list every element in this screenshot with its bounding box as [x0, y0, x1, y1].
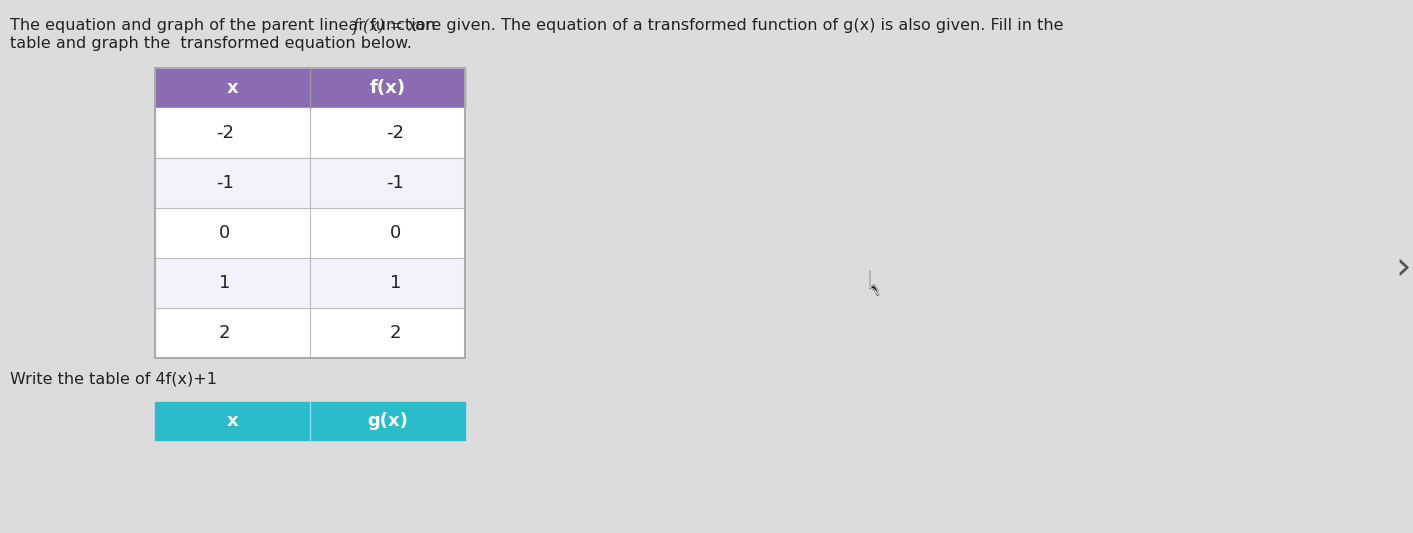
Text: -1: -1	[216, 174, 233, 192]
Text: 1: 1	[219, 274, 230, 292]
Bar	[155, 108, 465, 158]
Bar	[155, 208, 465, 258]
Text: g(x): g(x)	[367, 412, 408, 430]
Text: x: x	[226, 79, 239, 97]
Text: table and graph the  transformed equation below.: table and graph the transformed equation…	[10, 36, 411, 51]
Text: f(x): f(x)	[370, 79, 406, 97]
Bar	[155, 258, 465, 308]
Bar	[155, 308, 465, 358]
Bar	[155, 158, 465, 208]
Text: 2: 2	[219, 324, 230, 342]
Text: 1: 1	[390, 274, 401, 292]
Bar	[155, 402, 465, 440]
Text: -1: -1	[386, 174, 404, 192]
Text: x: x	[226, 412, 239, 430]
Text: ›: ›	[1395, 249, 1410, 287]
Text: Write the table of 4f(x)+1: Write the table of 4f(x)+1	[10, 372, 218, 387]
Text: f (x) = x: f (x) = x	[353, 18, 418, 35]
Text: The equation and graph of the parent linear function: The equation and graph of the parent lin…	[10, 18, 441, 33]
Bar	[155, 68, 465, 108]
Text: are given. The equation of a transformed function of g(x) is also given. Fill in: are given. The equation of a transformed…	[410, 18, 1064, 33]
Polygon shape	[870, 270, 879, 295]
Bar	[155, 68, 465, 358]
Text: 0: 0	[219, 224, 230, 242]
Text: -2: -2	[386, 124, 404, 142]
Text: -2: -2	[216, 124, 233, 142]
Text: 0: 0	[390, 224, 401, 242]
Text: 2: 2	[390, 324, 401, 342]
